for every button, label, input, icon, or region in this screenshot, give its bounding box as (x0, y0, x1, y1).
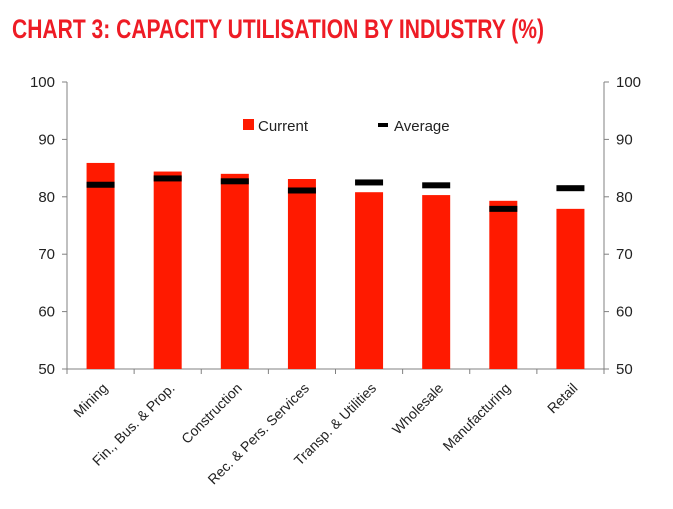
marker-average (489, 205, 518, 212)
x-tick-label: Manufacturing (439, 380, 513, 454)
marker-average (355, 179, 384, 186)
marker-average (287, 187, 316, 194)
bar-current (287, 179, 316, 369)
marker-average (556, 185, 585, 192)
marker-average (86, 181, 115, 188)
markers-layer (86, 175, 585, 212)
bar-current (489, 200, 518, 369)
x-tick-label: Mining (70, 380, 110, 420)
y-tick-label-left: 50 (38, 361, 55, 378)
bar-current (355, 192, 384, 369)
bar-current (86, 162, 115, 369)
x-tick-label: Retail (544, 380, 581, 417)
legend-label-current: Current (258, 118, 309, 135)
y-tick-label-right: 80 (616, 189, 633, 206)
y-tick-label-right: 60 (616, 304, 633, 321)
chart-title: CHART 3: CAPACITY UTILISATION BY INDUSTR… (12, 14, 544, 44)
bar-current (422, 195, 451, 369)
bar-current (220, 173, 249, 369)
bars-layer (86, 162, 585, 369)
marker-average (422, 182, 451, 189)
bar-current (153, 171, 182, 369)
x-tick-label: Wholesale (389, 380, 447, 438)
marker-average (220, 178, 249, 185)
legend-label-average: Average (394, 118, 450, 135)
x-tick-label: Construction (178, 380, 245, 447)
legend: Current Average (243, 118, 450, 135)
y-tick-label-left: 60 (38, 304, 55, 321)
y-tick-label-left: 100 (30, 74, 55, 91)
legend-swatch-average (378, 123, 388, 127)
chart-axes: 50 50 60 60 70 70 80 80 90 90 100 100 (30, 74, 641, 378)
y-tick-label-right: 50 (616, 361, 633, 378)
y-tick-label-left: 80 (38, 189, 55, 206)
bar-current (556, 208, 585, 369)
legend-swatch-current (243, 119, 254, 130)
y-tick-label-left: 70 (38, 246, 55, 263)
y-tick-label-left: 90 (38, 131, 55, 148)
y-tick-label-right: 100 (616, 74, 641, 91)
y-tick-label-right: 90 (616, 131, 633, 148)
marker-average (153, 175, 182, 182)
y-tick-label-right: 70 (616, 246, 633, 263)
